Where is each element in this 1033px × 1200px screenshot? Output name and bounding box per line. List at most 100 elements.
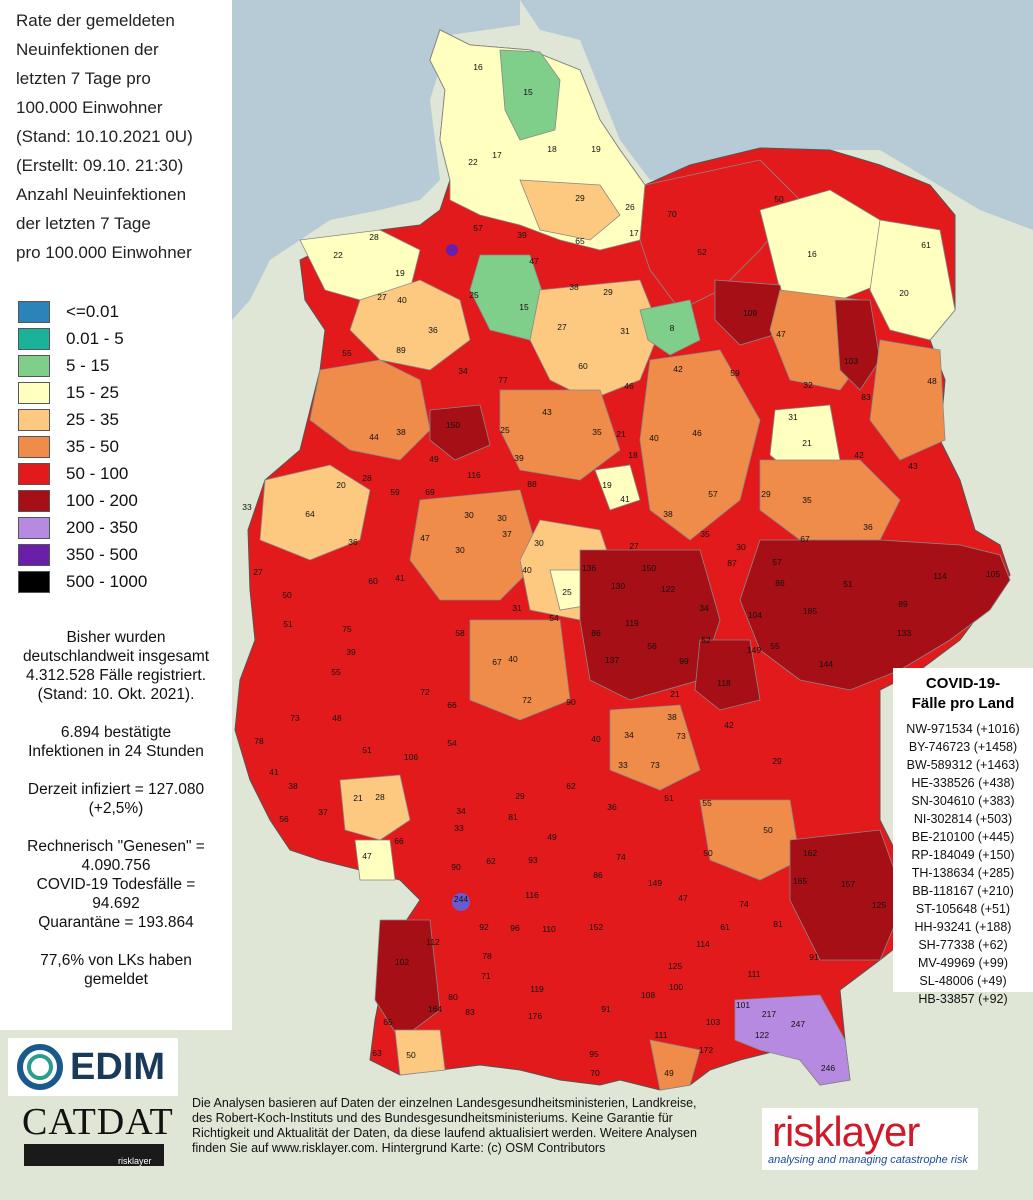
district-value-label: 36 [607,802,617,812]
district-value-label: 103 [844,356,858,366]
region-hesse-south [469,619,571,721]
district-value-label: 105 [986,569,1000,579]
district-value-label: 25 [562,587,572,597]
district-value-label: 83 [465,1007,475,1017]
legend-item: 35 - 50 [18,435,119,459]
legend-item: 0.01 - 5 [18,327,124,351]
legend-item: 25 - 35 [18,408,119,432]
region-saxony [739,539,1011,691]
district-value-label: 111 [655,1030,668,1040]
stat-daily: 6.894 bestätigte [60,724,172,741]
district-value-label: 86 [593,870,603,880]
district-value-label: 47 [362,851,372,861]
legend-label: 100 - 200 [66,491,138,510]
state-row: TH-138634 (+285) [911,866,1015,880]
district-value-label: 74 [616,852,626,862]
district-value-label: 59 [390,487,400,497]
legend-item: 5 - 15 [18,354,109,378]
region-vogtland [694,639,761,711]
legend-swatch [18,328,50,350]
district-value-label: 29 [761,489,771,499]
district-value-label: 71 [481,971,491,981]
district-value-label: 150 [446,420,460,430]
district-value-label: 55 [702,798,712,808]
district-value-label: 25 [500,425,510,435]
district-value-label: 42 [673,364,683,374]
stat-daily: Infektionen in 24 Stunden [28,743,204,760]
district-value-label: 65 [575,236,585,246]
district-value-label: 57 [473,223,483,233]
district-value-label: 52 [697,247,707,257]
title-line: letzten 7 Tage pro [16,69,151,88]
region-rhine-ruhr [259,464,371,561]
stat-total: deutschlandweit insgesamt [22,648,210,665]
district-value-label: 80 [448,992,458,1002]
district-value-label: 20 [899,288,909,298]
legend-item: 200 - 350 [18,516,138,540]
district-value-label: 22 [333,250,343,260]
district-value-label: 217 [762,1009,776,1019]
district-value-label: 39 [517,230,527,240]
district-value-label: 31 [788,412,798,422]
district-value-label: 86 [591,628,601,638]
region-oberallgaeu [649,1039,701,1091]
district-value-label: 50 [406,1050,416,1060]
region-goslar [594,464,641,511]
legend-label: <=0.01 [66,302,119,321]
stat-recovered: Rechnerisch "Genesen" = [27,838,205,855]
district-value-label: 41 [395,573,405,583]
district-value-label: 37 [318,807,328,817]
district-value-label: 40 [522,565,532,575]
district-value-label: 61 [720,922,730,932]
district-value-label: 108 [641,990,655,1000]
catdat-logo-text: CATDAT [22,1101,174,1143]
region-wolfsburg-area [639,299,701,356]
district-value-label: 67 [492,657,502,667]
state-row: HH-93241 (+188) [914,920,1012,934]
district-value-label: 77 [498,375,508,385]
district-value-label: 73 [676,731,686,741]
district-value-label: 19 [395,268,405,278]
district-value-label: 61 [921,240,931,250]
legend-item: 100 - 200 [18,489,138,513]
district-value-label: 36 [348,537,358,547]
district-value-label: 102 [395,957,409,967]
district-value-label: 88 [527,479,537,489]
district-value-label: 95 [589,1049,599,1059]
district-value-label: 32 [803,380,813,390]
states-title: COVID-19- Fälle pro Land [893,674,1033,714]
district-value-label: 74 [739,899,749,909]
states-title-line: COVID-19- [925,675,1001,692]
district-value-labels: 16 15 18 19 17 22 29 26 17 70 50 61 52 16 20 57 39 65 22 28… [242,62,1000,1078]
district-value-label: 119 [625,618,639,628]
district-value-label: 172 [699,1045,713,1055]
legend-label: 0.01 - 5 [66,329,124,348]
legend-swatch [18,382,50,404]
title-panel: Rate der gemeldeten Neuinfektionen der l… [0,0,232,300]
district-value-label: 122 [755,1030,769,1040]
district-value-label: 48 [332,713,342,723]
district-value-label: 114 [933,571,947,581]
stat-deaths: 94.692 [92,895,140,912]
district-value-label: 34 [624,730,634,740]
states-title-line: Fälle pro Land [911,695,1015,712]
legend-title-line: pro 100.000 Einwohner [16,243,192,262]
region-westphalia-north [309,359,431,461]
district-value-label: 18 [547,144,557,154]
legend-item: 500 - 1000 [18,570,147,594]
stat-total: (Stand: 10. Okt. 2021). [37,686,195,703]
district-value-label: 17 [629,228,639,238]
district-value-label: 19 [591,144,601,154]
district-value-label: 34 [699,603,709,613]
district-value-label: 91 [601,1004,611,1014]
district-value-label: 47 [420,533,430,543]
region-vorpommern [869,219,956,341]
district-value-label: 136 [582,563,596,573]
district-value-label: 36 [863,522,873,532]
district-value-label: 72 [522,695,532,705]
district-value-label: 125 [872,900,886,910]
region-saxony-anhalt [639,349,761,541]
district-value-label: 73 [290,713,300,723]
district-value-label: 17 [492,150,502,160]
footer-line: des Robert-Koch-Instituts und des Bundes… [192,1111,673,1125]
